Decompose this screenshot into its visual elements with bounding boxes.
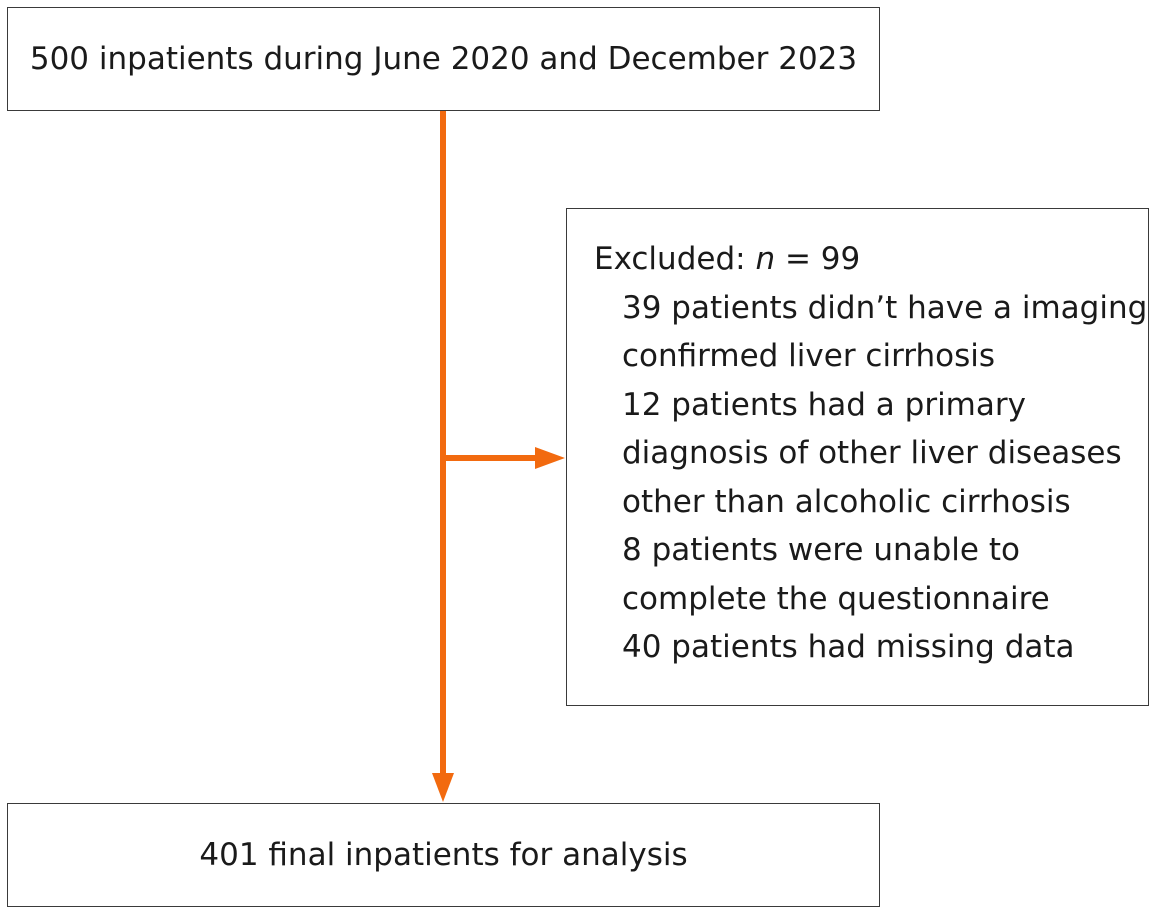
- main-flow-arrowhead: [432, 773, 454, 802]
- exclusion-reason-line: 39 patients didn’t have a imaging: [622, 289, 1148, 326]
- exclusion-reason-line: confirmed liver cirrhosis: [622, 338, 996, 374]
- excluded-box: Excluded: n = 99 39 patients didn’t have…: [566, 208, 1149, 706]
- exclusion-arrowhead: [535, 447, 565, 469]
- excluded-count: = 99: [784, 241, 861, 277]
- excluded-label: Excluded:: [594, 241, 746, 277]
- final-inpatients-text: 401 final inpatients for analysis: [199, 837, 688, 873]
- enrolled-inpatients-text: 500 inpatients during June 2020 and Dece…: [29, 41, 858, 77]
- exclusion-reason-line: diagnosis of other liver diseases: [622, 435, 1122, 471]
- exclusion-reasons-list: 39 patients didn’t have a imaging confir…: [594, 284, 1148, 672]
- exclusion-reason-line: 8 patients were unable to: [622, 532, 1020, 568]
- exclusion-reason-line: complete the questionnaire: [622, 580, 1050, 617]
- exclusion-reason-line: 40 patients had missing data: [622, 629, 1075, 665]
- final-inpatients-box: 401 final inpatients for analysis: [7, 803, 880, 907]
- enrolled-inpatients-box: 500 inpatients during June 2020 and Dece…: [7, 7, 880, 111]
- n-symbol: n: [755, 241, 776, 277]
- exclusion-reason-line: 12 patients had a primary: [622, 386, 1026, 423]
- exclusion-reason-line: other than alcoholic cirrhosis: [622, 483, 1071, 520]
- excluded-heading: Excluded: n = 99: [594, 235, 1148, 284]
